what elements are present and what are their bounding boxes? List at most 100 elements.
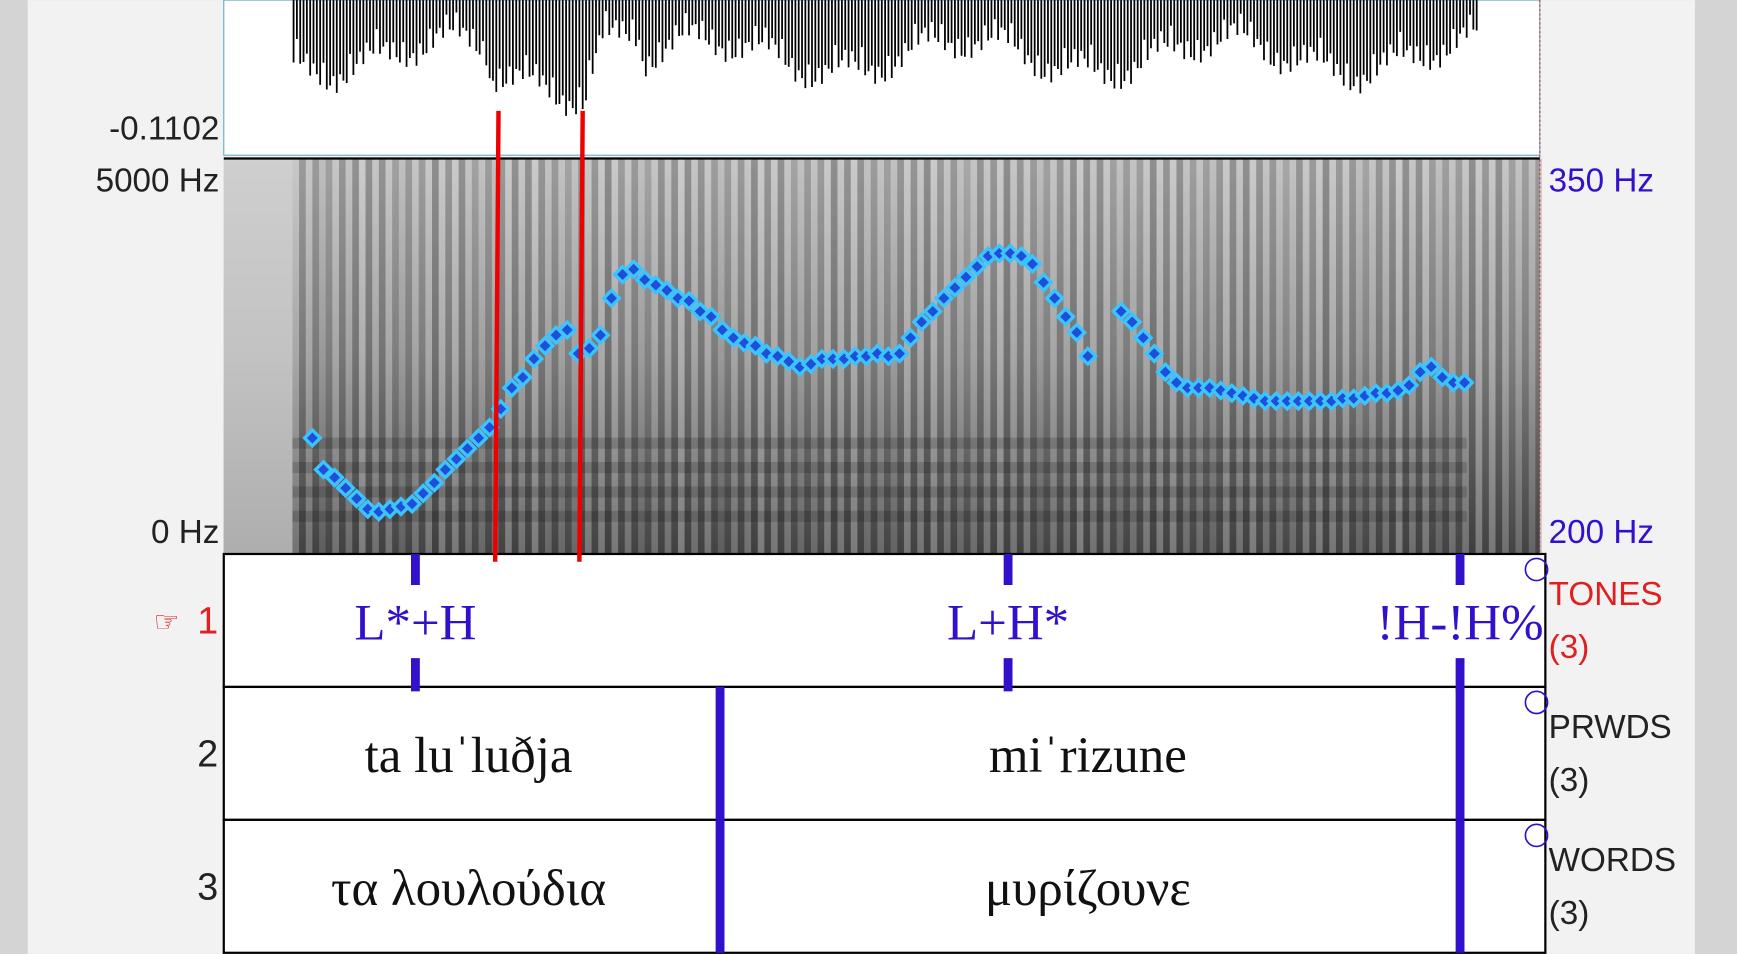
spectral-band <box>1389 158 1396 554</box>
spectral-band <box>1462 158 1469 554</box>
spectral-band <box>671 158 678 554</box>
spectral-band <box>1003 158 1011 554</box>
freq-top: 5000 Hz <box>96 163 220 200</box>
spectral-band <box>392 158 399 554</box>
tier-name: PRWDS <box>1549 709 1672 746</box>
spectral-band <box>917 158 924 554</box>
spectral-band <box>1016 158 1024 554</box>
spectral-band <box>345 158 353 554</box>
spectral-band <box>511 158 519 554</box>
spectral-band <box>478 158 486 554</box>
pitch-point <box>1110 301 1132 322</box>
spectral-band <box>312 158 320 554</box>
spectral-band <box>1070 158 1077 554</box>
pitch-point <box>590 324 611 346</box>
spectral-band <box>684 158 692 554</box>
pitch-point <box>889 343 910 364</box>
spectral-band <box>1216 158 1223 554</box>
spectral-band <box>1056 158 1064 554</box>
spectral-band <box>1515 158 1523 554</box>
spectral-band <box>1535 158 1543 554</box>
spectral-band <box>950 158 958 554</box>
pitch-point <box>1055 306 1076 327</box>
pitch-point <box>678 290 700 312</box>
spectral-band <box>704 158 712 554</box>
pitch-point <box>656 280 678 301</box>
pitch-point <box>523 348 545 370</box>
spectral-band <box>810 158 818 554</box>
pitch-point <box>579 338 600 359</box>
spectral-band <box>638 158 645 554</box>
spectral-band <box>551 158 559 554</box>
pitch-point <box>900 327 921 348</box>
spectral-band <box>1043 158 1051 554</box>
spectral-band <box>957 158 964 554</box>
spectral-band <box>1289 158 1297 554</box>
tier-name: WORDS <box>1549 842 1676 879</box>
spectral-band <box>990 158 998 554</box>
spectral-band <box>1488 158 1496 554</box>
spectral-band <box>731 158 738 554</box>
spectral-band <box>1023 158 1031 554</box>
spectral-band <box>305 158 313 554</box>
spectral-band <box>498 158 506 554</box>
tier-number: 2 <box>197 733 218 775</box>
spectral-band <box>1495 158 1503 554</box>
spectral-band <box>372 158 379 554</box>
formant <box>292 486 1467 498</box>
formant <box>292 462 1467 474</box>
spectral-band <box>1335 158 1343 554</box>
spectral-band <box>458 158 466 554</box>
pitch-point <box>623 259 644 280</box>
pitch-point <box>1066 322 1087 343</box>
pitch-point <box>468 427 489 449</box>
spectral-band <box>352 158 359 554</box>
spectral-band <box>744 158 752 554</box>
tier-handle <box>1524 690 1549 715</box>
spectral-band <box>538 158 546 554</box>
spectral-band <box>903 158 911 554</box>
pitch-point <box>845 346 866 367</box>
spectral-band <box>1448 158 1456 554</box>
pitch-point <box>1277 390 1298 412</box>
spectral-band <box>1176 158 1184 554</box>
spectral-band <box>432 158 439 554</box>
spectral-band <box>1402 158 1410 554</box>
spectral-band <box>451 158 459 554</box>
spectral-band <box>1508 158 1516 554</box>
tier-pointer: ☞ <box>154 607 180 639</box>
pitch-point <box>446 448 467 470</box>
pitch-point <box>911 311 932 333</box>
spectral-band <box>737 158 745 554</box>
spectral-band <box>445 158 452 554</box>
waveform <box>292 0 1478 116</box>
spectral-band <box>418 158 426 554</box>
tier-count: (3) <box>1549 762 1590 799</box>
spectral-band <box>1030 158 1037 554</box>
pitch-point <box>1265 390 1287 412</box>
spectral-band <box>804 158 811 554</box>
tier-number: 1 <box>197 600 218 642</box>
spectral-band <box>1269 158 1277 554</box>
spectral-band <box>292 158 300 554</box>
pitch-point <box>1144 343 1165 364</box>
pitch-point <box>424 472 445 493</box>
spectral-band <box>1316 158 1323 554</box>
pitch-top: 350 Hz <box>1549 163 1654 200</box>
spectral-band <box>751 158 758 554</box>
spectral-band <box>611 158 619 554</box>
spectral-band <box>1236 158 1243 554</box>
interval-label: μυρίζουνε <box>985 861 1191 917</box>
spectral-band <box>1222 158 1230 554</box>
selection-line <box>577 110 585 562</box>
pitch-point <box>1288 390 1309 412</box>
pitch-point <box>457 438 478 459</box>
formant <box>292 437 1467 449</box>
interval-label: L+H* <box>947 595 1069 651</box>
pitch-point <box>557 319 578 341</box>
spectral-band <box>1010 158 1017 554</box>
spectral-band <box>1256 158 1263 554</box>
spectral-band <box>644 158 652 554</box>
tier-count: (3) <box>1549 629 1590 666</box>
